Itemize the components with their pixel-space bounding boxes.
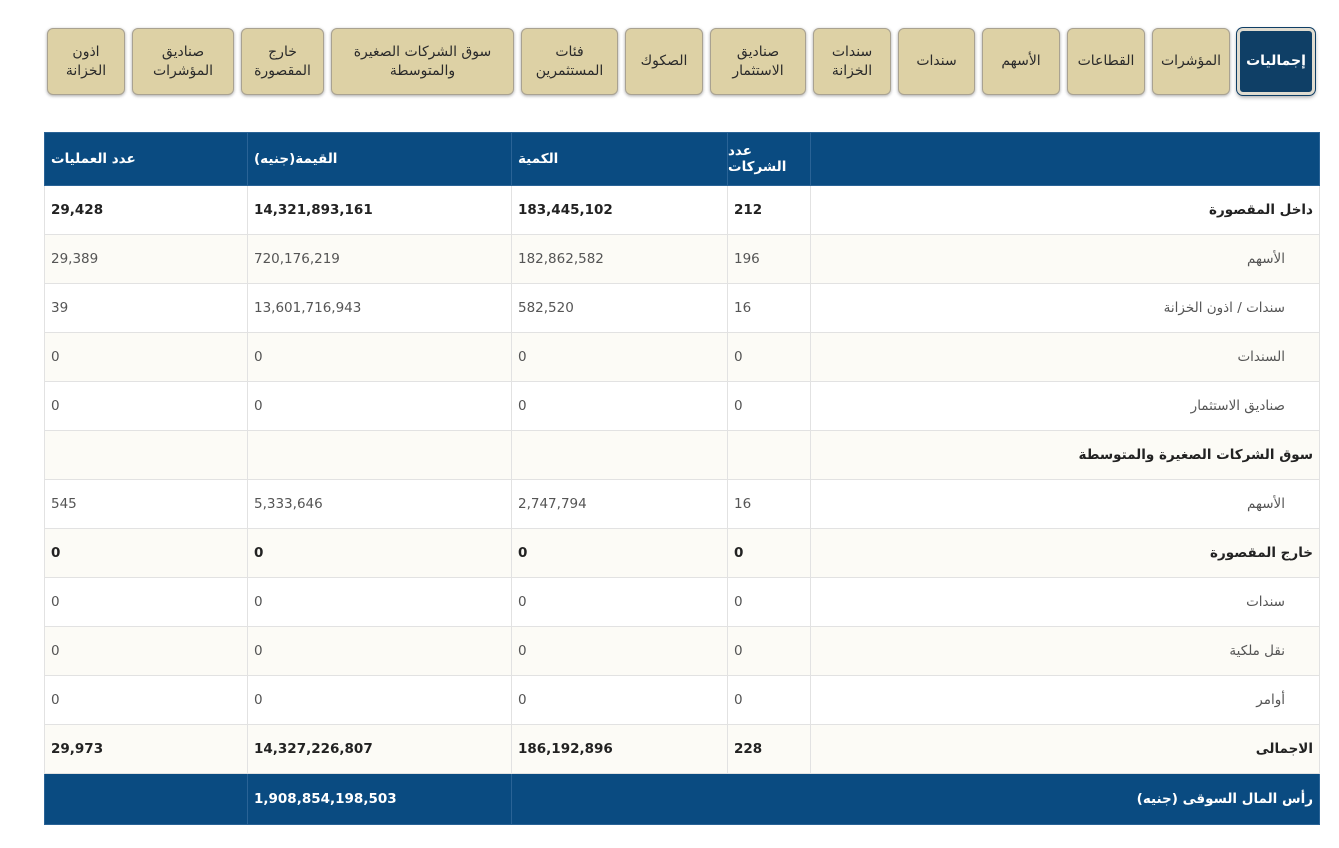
table-row: نقل ملكية 0 0 0 0 [44,626,1320,676]
cell-quantity: 0 [511,675,728,725]
cell-quantity: 0 [511,577,728,627]
header-label [810,132,1320,186]
cell-companies: 0 [727,577,811,627]
tab-sukuk[interactable]: الصكوك [625,28,703,95]
cell-value: 0 [247,528,512,578]
table-row: الأسهم 196 182,862,582 720,176,219 29,38… [44,234,1320,284]
cell-quantity: 183,445,102 [511,185,728,235]
row-label: سوق الشركات الصغيرة والمتوسطة [810,430,1320,480]
tab-off-market[interactable]: خارج المقصورة [241,28,324,95]
market-cap-value: 1,908,854,198,503 [247,773,512,825]
cell-trades: 29,389 [44,234,248,284]
market-cap-label: رأس المال السوقى (جنيه) [511,773,1320,825]
cell-trades: 39 [44,283,248,333]
tab-treasury-bills[interactable]: اذون الخزانة [47,28,125,95]
cell-trades: 29,428 [44,185,248,235]
row-label: الأسهم [810,479,1320,529]
cell-trades [44,430,248,480]
cell-value: 0 [247,675,512,725]
table-row: الأسهم 16 2,747,794 5,333,646 545 [44,479,1320,529]
cell-trades: 0 [44,381,248,431]
header-quantity: الكمية [511,132,728,186]
cell-quantity: 0 [511,381,728,431]
row-label: سندات / اذون الخزانة [810,283,1320,333]
tab-sme-market[interactable]: سوق الشركات الصغيرة والمتوسطة [331,28,514,95]
row-label: داخل المقصورة [810,185,1320,235]
cell-value: 13,601,716,943 [247,283,512,333]
cell-value: 0 [247,332,512,382]
cell-quantity: 0 [511,332,728,382]
cell-companies: 0 [727,332,811,382]
table-row: أوامر 0 0 0 0 [44,675,1320,725]
tab-treasury-bonds[interactable]: سندات الخزانة [813,28,891,95]
header-value: القيمة(جنيه) [247,132,512,186]
table-row-total: الاجمالى 228 186,192,896 14,327,226,807 … [44,724,1320,774]
market-cap-empty [44,773,248,825]
cell-companies: 0 [727,626,811,676]
cell-companies: 0 [727,675,811,725]
cell-quantity: 582,520 [511,283,728,333]
cell-value: 0 [247,381,512,431]
cell-quantity: 0 [511,528,728,578]
cell-companies: 196 [727,234,811,284]
tab-bonds[interactable]: سندات [898,28,975,95]
cell-value: 0 [247,626,512,676]
table-row: السندات 0 0 0 0 [44,332,1320,382]
row-label: السندات [810,332,1320,382]
row-label: الاجمالى [810,724,1320,774]
row-label: نقل ملكية [810,626,1320,676]
cell-quantity: 2,747,794 [511,479,728,529]
cell-trades: 0 [44,577,248,627]
cell-trades: 0 [44,675,248,725]
cell-companies [727,430,811,480]
cell-trades: 0 [44,332,248,382]
table-header-row: عدد الشركات الكمية القيمة(جنيه) عدد العم… [44,132,1320,186]
table-row: سندات / اذون الخزانة 16 582,520 13,601,7… [44,283,1320,333]
cell-companies: 16 [727,283,811,333]
tab-indices[interactable]: المؤشرات [1152,28,1230,95]
row-label: سندات [810,577,1320,627]
table-row: داخل المقصورة 212 183,445,102 14,321,893… [44,185,1320,235]
cell-companies: 16 [727,479,811,529]
table-row: سندات 0 0 0 0 [44,577,1320,627]
cell-trades: 545 [44,479,248,529]
header-companies: عدد الشركات [727,132,811,186]
cell-quantity [511,430,728,480]
totals-table: عدد الشركات الكمية القيمة(جنيه) عدد العم… [44,132,1320,825]
cell-trades: 0 [44,528,248,578]
cell-value: 5,333,646 [247,479,512,529]
cell-companies: 0 [727,528,811,578]
row-label: خارج المقصورة [810,528,1320,578]
tab-stocks[interactable]: الأسهم [982,28,1060,95]
table-row: سوق الشركات الصغيرة والمتوسطة [44,430,1320,480]
row-label: صناديق الاستثمار [810,381,1320,431]
cell-value: 720,176,219 [247,234,512,284]
tab-investment-funds[interactable]: صناديق الاستثمار [710,28,806,95]
cell-quantity: 182,862,582 [511,234,728,284]
cell-trades: 29,973 [44,724,248,774]
table-row: خارج المقصورة 0 0 0 0 [44,528,1320,578]
market-cap-row: رأس المال السوقى (جنيه) 1,908,854,198,50… [44,773,1320,825]
cell-value: 14,327,226,807 [247,724,512,774]
cell-companies: 212 [727,185,811,235]
tab-sectors[interactable]: القطاعات [1067,28,1145,95]
tab-totals[interactable]: إجماليات [1237,28,1315,95]
table-row: صناديق الاستثمار 0 0 0 0 [44,381,1320,431]
cell-companies: 0 [727,381,811,431]
tab-etfs[interactable]: صناديق المؤشرات [132,28,234,95]
cell-value [247,430,512,480]
cell-quantity: 186,192,896 [511,724,728,774]
header-trades: عدد العمليات [44,132,248,186]
cell-quantity: 0 [511,626,728,676]
tab-bar: إجماليات المؤشرات القطاعات الأسهم سندات … [45,28,1315,96]
cell-trades: 0 [44,626,248,676]
tab-investor-categories[interactable]: فئات المستثمرين [521,28,618,95]
cell-companies: 228 [727,724,811,774]
cell-value: 14,321,893,161 [247,185,512,235]
row-label: الأسهم [810,234,1320,284]
row-label: أوامر [810,675,1320,725]
cell-value: 0 [247,577,512,627]
